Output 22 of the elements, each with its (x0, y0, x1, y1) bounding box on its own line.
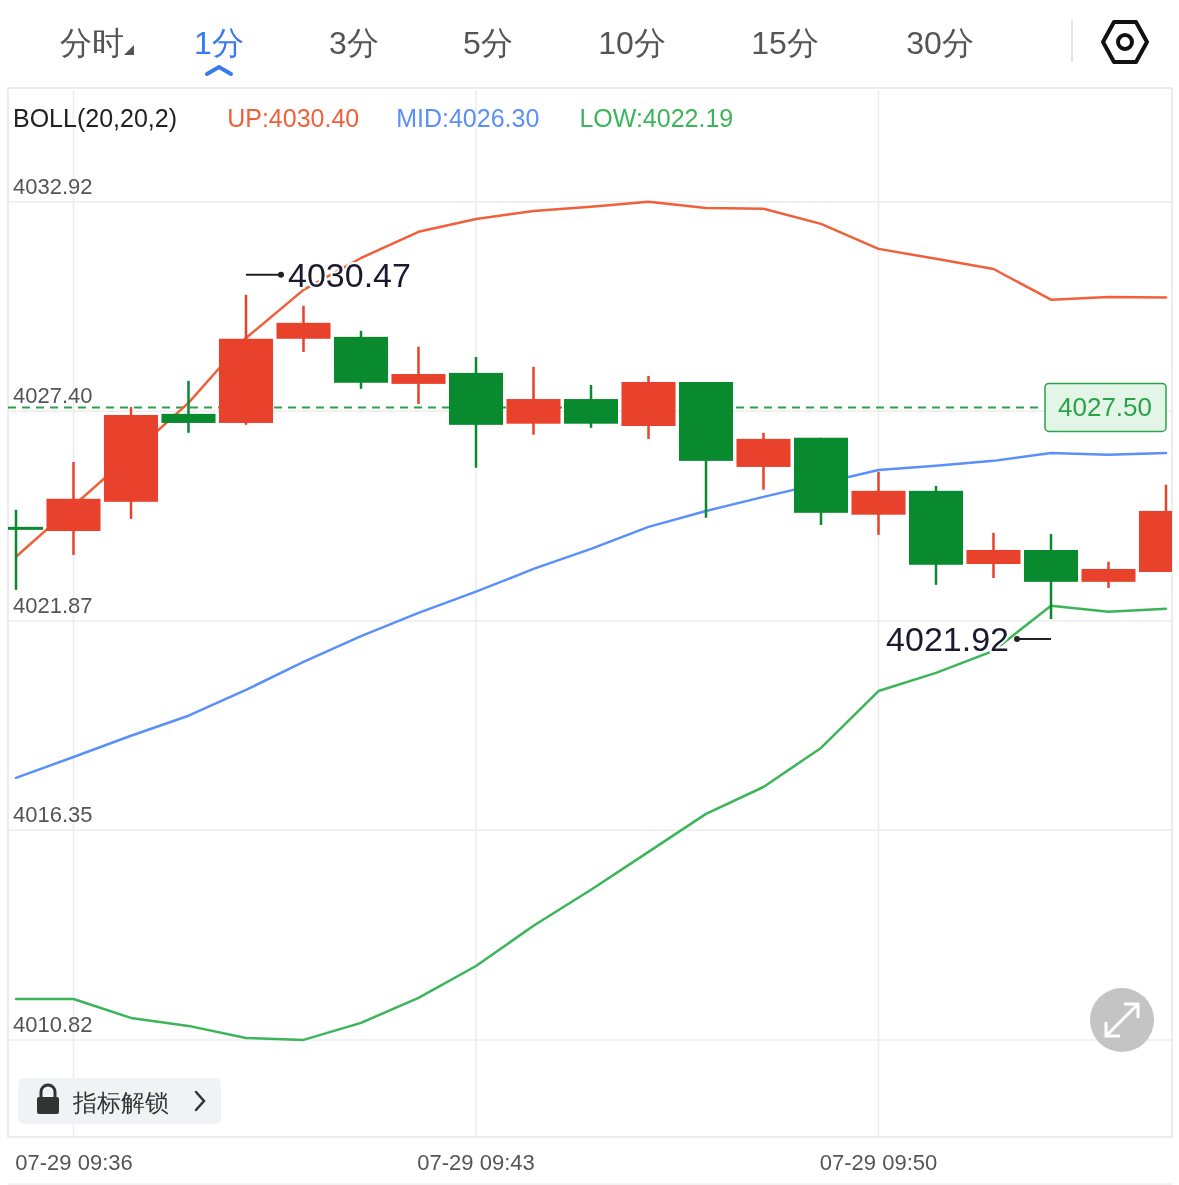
ref-line-label: 4027.50 (1058, 392, 1152, 423)
y-tick-label: 4021.87 (13, 592, 93, 618)
text: 1分 (194, 25, 244, 61)
x-tick-label: 07-29 09:36 (15, 1150, 133, 1175)
text: 3分 (329, 25, 379, 61)
text: 30分 (906, 25, 974, 61)
y-tick-label: 4016.35 (13, 802, 93, 828)
text: 10分 (598, 25, 666, 61)
y-tick-label: 4010.82 (13, 1011, 93, 1037)
y-tick-label: 4032.92 (13, 173, 93, 199)
text: UP:4030.40 (227, 104, 360, 132)
text: LOW:4022.19 (579, 104, 734, 132)
legend-title: BOLL(20,20,2) (13, 104, 177, 132)
annotation: 指标解锁 (72, 1089, 169, 1116)
annotation: 4021.92 (886, 620, 1009, 658)
x-tick-label: 07-29 09:50 (819, 1150, 938, 1175)
y-tick-label: 4027.40 (13, 383, 93, 409)
text: 分时 (60, 25, 124, 61)
text: MID:4026.30 (396, 104, 540, 132)
x-tick-label: 07-29 09:43 (417, 1150, 535, 1175)
text: 5分 (463, 25, 513, 61)
text: 15分 (751, 25, 819, 61)
